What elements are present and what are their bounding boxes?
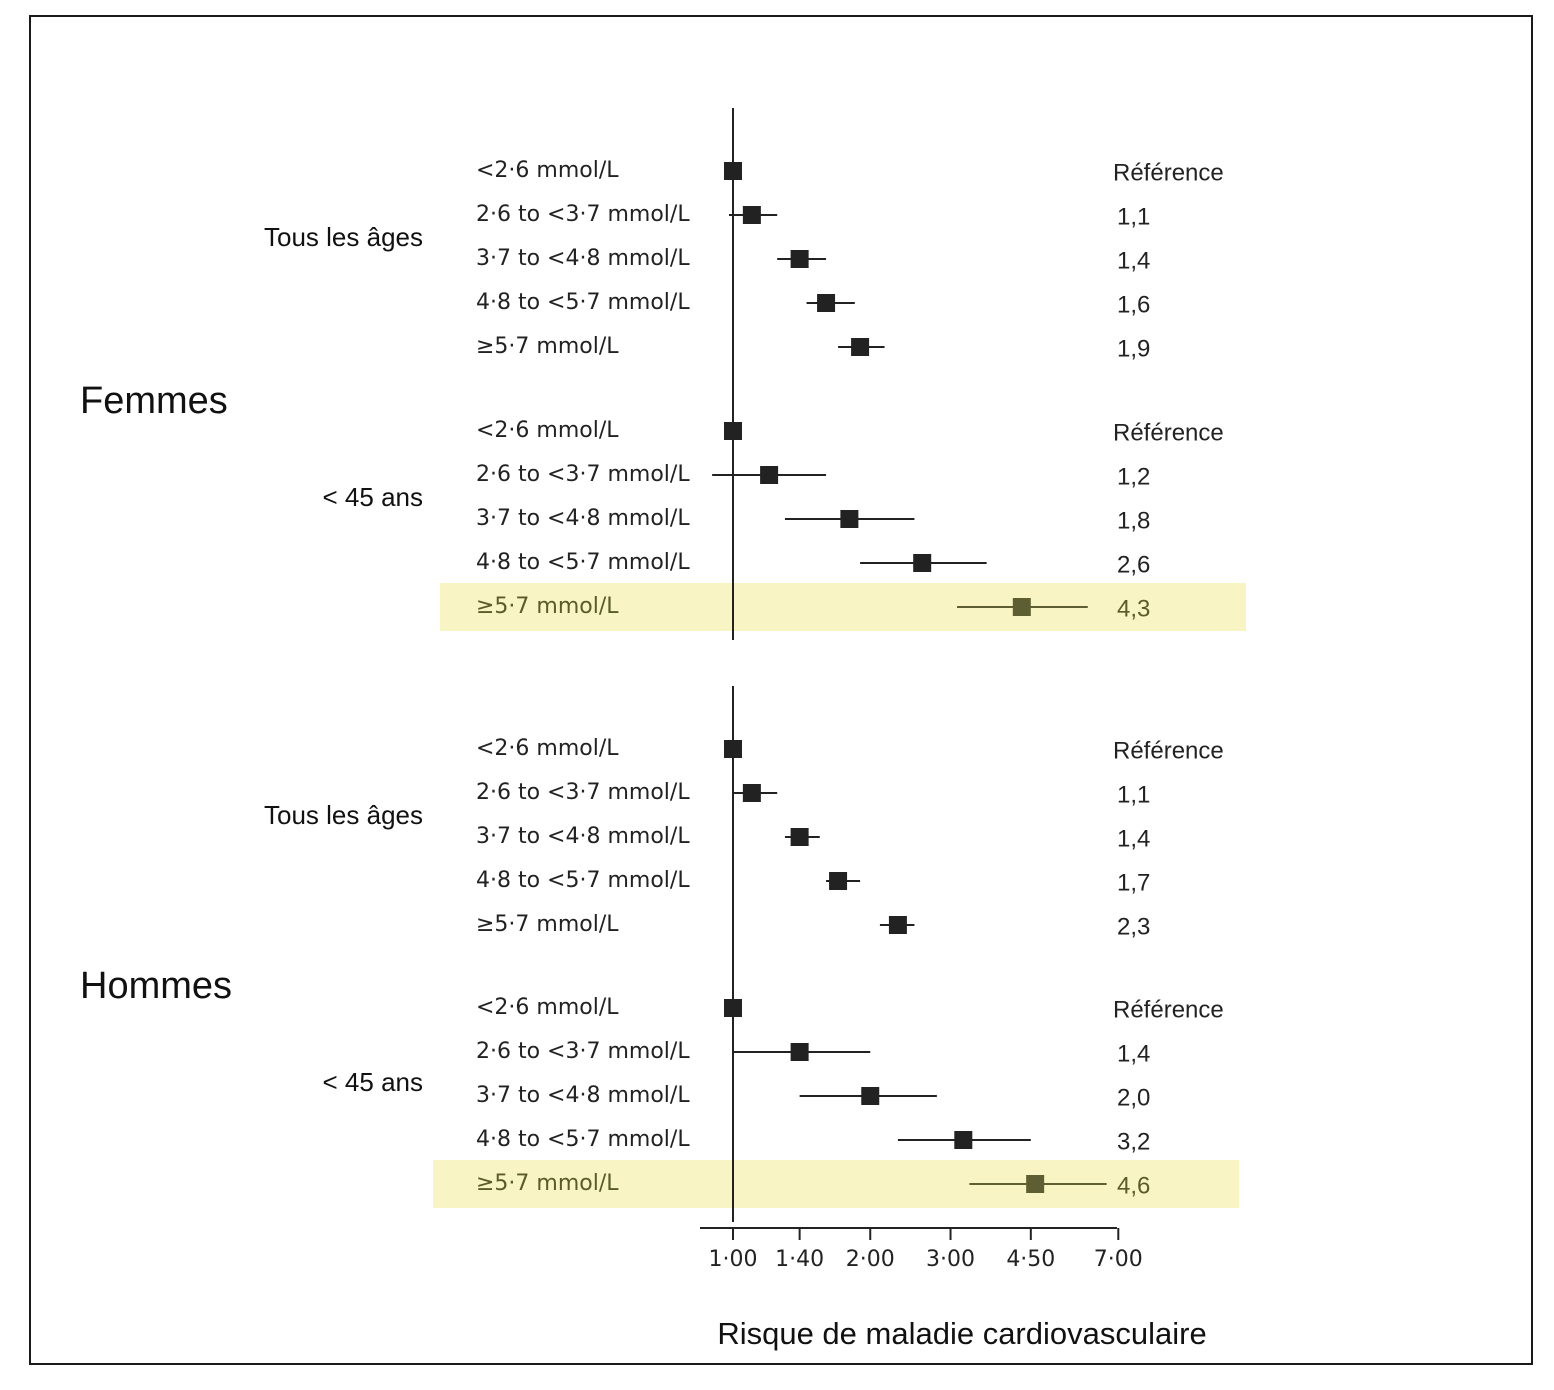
estimate-marker [742, 784, 761, 802]
estimate-marker [840, 510, 859, 528]
value-label: 1,4 [1117, 1040, 1150, 1067]
x-tick-label: 3·00 [926, 1247, 975, 1272]
estimate-marker [851, 338, 870, 356]
x-tick-label: 1·40 [775, 1247, 824, 1272]
estimate-marker [790, 1043, 809, 1061]
value-label: 2,0 [1117, 1084, 1150, 1111]
sex-label: Hommes [80, 965, 232, 1007]
value-label: Référence [1113, 419, 1224, 446]
category-label: <2·6 mmol/L [476, 995, 619, 1020]
category-label: 3·7 to <4·8 mmol/L [476, 506, 690, 531]
group-label: < 45 ans [323, 482, 423, 512]
highlight-band [440, 583, 1246, 631]
estimate-marker [724, 162, 742, 180]
value-label: Référence [1113, 737, 1224, 764]
category-label: 2·6 to <3·7 mmol/L [476, 780, 690, 805]
estimate-marker [724, 422, 742, 440]
category-label: ≥5·7 mmol/L [476, 334, 619, 359]
value-label: 2,3 [1117, 913, 1150, 940]
x-tick-label: 1·00 [709, 1247, 758, 1272]
estimate-marker [829, 872, 848, 890]
category-label: ≥5·7 mmol/L [476, 912, 619, 937]
estimate-marker [817, 294, 836, 312]
value-label: Référence [1113, 996, 1224, 1023]
group-label: Tous les âges [264, 800, 423, 830]
sex-label: Femmes [80, 380, 228, 422]
estimate-marker [760, 466, 779, 484]
estimate-marker [1012, 598, 1031, 616]
category-label: 3·7 to <4·8 mmol/L [476, 1083, 690, 1108]
category-label: 2·6 to <3·7 mmol/L [476, 1039, 690, 1064]
x-tick-label: 4·50 [1006, 1247, 1055, 1272]
value-label: 1,6 [1117, 291, 1150, 318]
estimate-marker [888, 916, 907, 934]
x-tick-label: 7·00 [1094, 1247, 1143, 1272]
value-label: Référence [1113, 159, 1224, 186]
category-label: 4·8 to <5·7 mmol/L [476, 550, 690, 575]
group-label: Tous les âges [264, 222, 423, 252]
category-label: 2·6 to <3·7 mmol/L [476, 202, 690, 227]
category-label: 4·8 to <5·7 mmol/L [476, 1127, 690, 1152]
value-label: 1,1 [1117, 781, 1150, 808]
x-tick-label: 2·00 [846, 1247, 895, 1272]
category-label: 4·8 to <5·7 mmol/L [476, 868, 690, 893]
estimate-marker [913, 554, 932, 572]
estimate-marker [724, 999, 742, 1017]
value-label: 1,4 [1117, 825, 1150, 852]
value-label: 4,3 [1117, 595, 1150, 622]
value-label: 2,6 [1117, 551, 1150, 578]
value-label: 4,6 [1117, 1172, 1150, 1199]
group-label: < 45 ans [323, 1067, 423, 1097]
category-label: <2·6 mmol/L [476, 158, 619, 183]
value-label: 1,1 [1117, 203, 1150, 230]
value-label: 1,9 [1117, 335, 1150, 362]
estimate-marker [790, 250, 809, 268]
category-label: 3·7 to <4·8 mmol/L [476, 246, 690, 271]
estimate-marker [790, 828, 809, 846]
estimate-marker [861, 1087, 880, 1105]
estimate-marker [1026, 1175, 1045, 1193]
category-label: 2·6 to <3·7 mmol/L [476, 462, 690, 487]
category-label: 3·7 to <4·8 mmol/L [476, 824, 690, 849]
estimate-marker [742, 206, 761, 224]
estimate-marker [954, 1131, 973, 1149]
category-label: ≥5·7 mmol/L [476, 1171, 619, 1196]
value-label: 1,8 [1117, 507, 1150, 534]
figure-frame [29, 15, 1533, 1365]
category-label: 4·8 to <5·7 mmol/L [476, 290, 690, 315]
x-axis-label: Risque de maladie cardiovasculaire [717, 1316, 1206, 1351]
estimate-marker [724, 740, 742, 758]
category-label: <2·6 mmol/L [476, 418, 619, 443]
value-label: 1,7 [1117, 869, 1150, 896]
value-label: 1,2 [1117, 463, 1150, 490]
value-label: 3,2 [1117, 1128, 1150, 1155]
category-label: ≥5·7 mmol/L [476, 594, 619, 619]
category-label: <2·6 mmol/L [476, 736, 619, 761]
value-label: 1,4 [1117, 247, 1150, 274]
